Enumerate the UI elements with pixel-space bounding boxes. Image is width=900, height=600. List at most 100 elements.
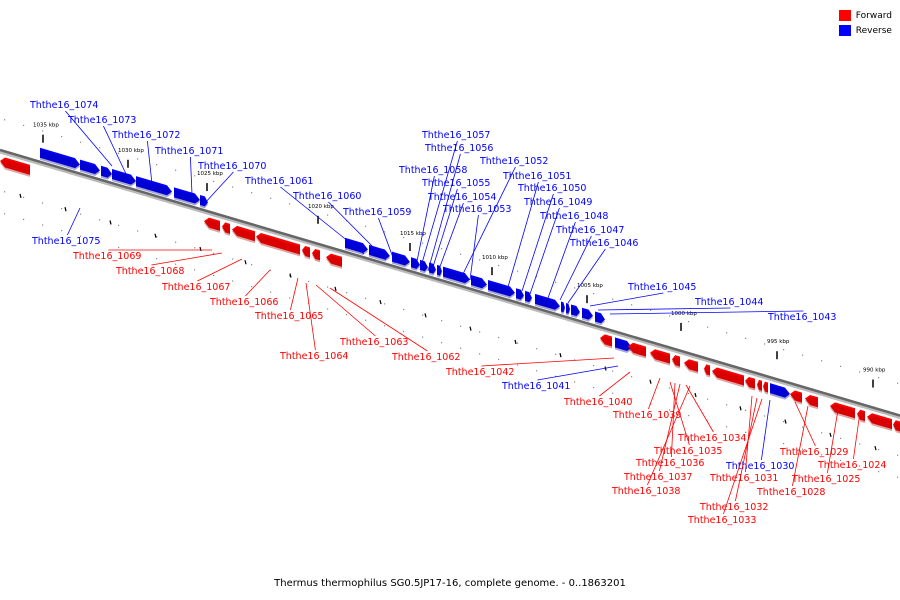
reverse-gene <box>392 251 410 268</box>
gene-label: Ththe16_1048 <box>539 211 608 222</box>
leader-line <box>437 202 464 273</box>
guide-dot <box>118 246 120 249</box>
guide-dot <box>574 381 576 383</box>
guide-dot <box>327 214 329 216</box>
gene-label: Ththe16_1067 <box>161 282 230 293</box>
leader-line <box>597 307 731 311</box>
reverse-gene <box>582 307 593 322</box>
guide-dot <box>840 365 842 367</box>
gene-shadow <box>326 255 342 269</box>
guide-dot <box>859 371 861 373</box>
guide-dot <box>194 175 196 177</box>
gene-shadow <box>204 219 220 233</box>
guide-dot <box>631 398 633 400</box>
leader-line <box>190 156 193 195</box>
gene-body <box>392 251 410 266</box>
gene-body <box>561 301 565 313</box>
reverse-gene <box>80 159 100 177</box>
leader-line <box>67 207 81 236</box>
guide-dot <box>80 141 82 143</box>
leader-line <box>431 188 458 271</box>
minor-tick <box>379 299 382 305</box>
gene-label: Ththe16_1040 <box>563 397 632 408</box>
guide-dot <box>878 471 880 473</box>
guide-dot <box>593 386 595 389</box>
leader-line <box>147 140 153 185</box>
gene-shadow <box>893 422 900 434</box>
leader-line <box>745 395 753 473</box>
guide-dot <box>574 287 576 289</box>
guide-dot <box>4 213 6 215</box>
guide-dot <box>422 314 424 316</box>
guide-dot <box>251 192 253 194</box>
leader-line <box>685 384 714 433</box>
legend: Forward Reverse <box>838 8 892 38</box>
forward-gene <box>745 376 755 391</box>
guide-dot <box>270 269 272 271</box>
guide-dot <box>859 443 861 445</box>
forward-gene <box>757 379 762 393</box>
reverse-gene <box>411 257 420 271</box>
minor-tick <box>109 220 112 225</box>
leader-line <box>203 171 234 205</box>
guide-dot <box>403 330 405 333</box>
guide-dot <box>555 281 557 283</box>
forward-gene <box>867 413 892 432</box>
gene-shadow <box>672 357 680 369</box>
guide-dot <box>327 286 329 288</box>
gene-body <box>312 248 320 261</box>
guide-dot <box>593 292 595 295</box>
scale-label: 1005 kbp <box>577 283 603 289</box>
guide-dot <box>498 358 500 361</box>
leader-line <box>151 252 223 266</box>
guide-dot <box>707 420 709 422</box>
gene-shadow <box>437 266 442 278</box>
gene-shadow <box>0 159 30 177</box>
gene-body <box>571 304 580 317</box>
leader-line <box>415 175 435 267</box>
gene-label: Ththe16_1072 <box>111 130 180 141</box>
guide-dot <box>897 476 899 478</box>
guide-dot <box>289 297 291 299</box>
guide-dot <box>175 263 177 265</box>
forward-gene <box>232 225 255 244</box>
guide-dot <box>517 270 519 272</box>
gene-body <box>893 420 900 432</box>
leader-line <box>659 383 681 472</box>
guide-dot <box>175 241 177 243</box>
guide-dot <box>232 186 234 188</box>
axis-shadow <box>0 150 900 419</box>
gene-body <box>805 394 818 408</box>
gene-shadow <box>136 178 172 198</box>
forward-gene <box>830 402 855 421</box>
leader-line <box>761 399 771 461</box>
guide-dot <box>61 207 63 210</box>
gene-shadow <box>745 378 755 391</box>
gene-shadow <box>232 227 255 244</box>
legend-reverse-label: Reverse <box>855 25 892 36</box>
guide-dot <box>593 364 595 367</box>
forward-gene <box>302 246 310 260</box>
guide-dot <box>213 274 215 277</box>
gene-shadow <box>420 261 428 274</box>
guide-dot <box>4 119 6 121</box>
guide-dot <box>498 336 500 339</box>
gene-body <box>0 157 30 175</box>
guide-dot <box>23 218 25 220</box>
gene-label: Ththe16_1057 <box>421 130 490 141</box>
leader-line <box>197 258 243 282</box>
guide-dot <box>783 348 785 351</box>
gene-shadow <box>600 336 612 349</box>
reverse-swatch <box>838 25 851 36</box>
guide-dot <box>175 169 177 171</box>
gene-body <box>867 413 892 430</box>
minor-tick <box>694 392 697 398</box>
gene-body <box>595 311 605 324</box>
gene-body <box>136 176 172 196</box>
gene-shadow <box>582 309 593 322</box>
gene-label: Ththe16_1070 <box>197 161 266 172</box>
gene-shadow <box>867 415 892 432</box>
gene-label: Ththe16_1030 <box>725 461 794 472</box>
gene-shadow <box>757 381 762 393</box>
